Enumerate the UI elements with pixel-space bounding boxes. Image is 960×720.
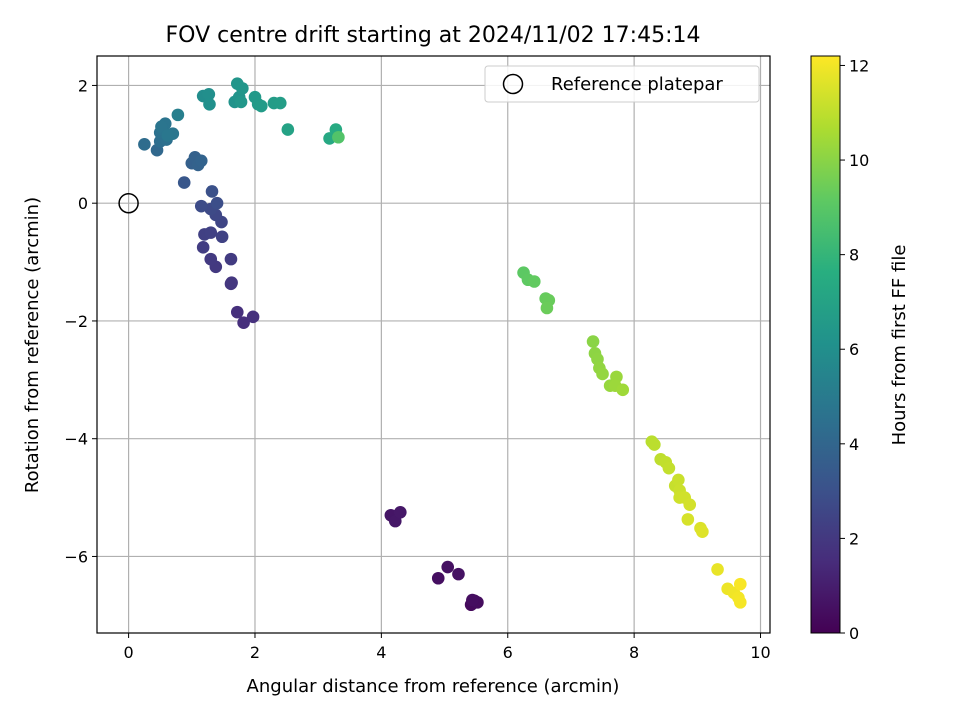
data-point: [662, 461, 676, 475]
data-point: [441, 560, 455, 574]
colorbar-tick-label: 0: [849, 624, 859, 643]
data-point: [155, 120, 168, 133]
data-point: [683, 498, 697, 511]
data-point: [171, 108, 185, 122]
colorbar-tick-label: 12: [849, 56, 869, 75]
reference-marker: [118, 192, 139, 214]
data-point: [237, 316, 250, 330]
colorbar: [810, 55, 841, 634]
data-point: [586, 335, 600, 348]
data-point: [204, 226, 218, 239]
data-point: [255, 99, 268, 113]
data-point: [733, 577, 747, 591]
data-point: [246, 310, 260, 324]
data-point: [204, 252, 218, 266]
y-tick-label: 0: [78, 194, 88, 213]
colorbar-ticks: 0 2 4 6 8 10 12: [840, 56, 869, 643]
data-point: [138, 138, 151, 151]
data-point: [177, 176, 191, 189]
data-point: [203, 97, 216, 111]
data-point: [711, 563, 724, 576]
data-point: [194, 199, 208, 213]
x-tick-label: 4: [376, 643, 386, 662]
colorbar-label: Hours from first FF file: [889, 245, 910, 446]
data-point: [273, 96, 287, 110]
data-point: [672, 473, 685, 487]
data-point: [394, 506, 407, 519]
data-point: [466, 593, 479, 607]
x-tick-label: 0: [124, 643, 134, 662]
plot-frame: [96, 55, 771, 634]
data-point: [196, 241, 210, 254]
data-point: [161, 129, 175, 142]
y-tick-label: −4: [64, 430, 88, 449]
legend: Reference platepar: [484, 65, 760, 103]
data-point: [194, 154, 208, 168]
data-point: [205, 185, 219, 198]
y-tick-label: −2: [64, 312, 88, 331]
data-point: [332, 130, 345, 144]
data-point: [215, 230, 229, 244]
x-axis-label: Angular distance from reference (arcmin): [247, 676, 620, 697]
colorbar-tick-label: 6: [849, 340, 859, 359]
y-tick-label: −6: [64, 547, 88, 566]
x-tick-label: 8: [629, 643, 639, 662]
y-tick-label: 2: [78, 76, 88, 95]
data-point: [202, 87, 216, 101]
colorbar-tick-label: 2: [849, 529, 859, 548]
data-points: [138, 77, 747, 612]
reference-point: [118, 192, 139, 214]
data-point: [431, 571, 445, 585]
data-point: [616, 383, 630, 397]
x-tick-label: 2: [250, 643, 260, 662]
data-point: [452, 567, 465, 581]
data-point: [281, 123, 295, 136]
x-tick-label: 6: [503, 643, 513, 662]
data-point: [230, 305, 244, 319]
grid-lines: [97, 56, 770, 633]
data-point: [733, 596, 747, 609]
data-point: [236, 82, 249, 95]
legend-label: Reference platepar: [551, 74, 723, 95]
y-axis-ticks: −6 −4 −2 0 2: [64, 76, 97, 566]
data-point: [234, 95, 248, 109]
colorbar-tick-label: 4: [849, 435, 859, 454]
colorbar-tick-label: 10: [849, 151, 869, 170]
data-point: [527, 275, 541, 288]
data-point: [540, 301, 554, 315]
y-axis-label: Rotation from reference (arcmin): [22, 197, 43, 493]
data-point: [648, 438, 661, 451]
legend-box: [484, 65, 760, 103]
data-point: [681, 513, 695, 526]
data-point: [596, 367, 609, 381]
colorbar-tick-label: 8: [849, 246, 859, 265]
legend-marker-icon: [502, 73, 524, 95]
x-axis-ticks: 0 2 4 6 8 10: [124, 633, 771, 662]
data-point: [224, 252, 238, 266]
data-point: [696, 525, 709, 539]
data-point: [210, 196, 224, 210]
data-point: [225, 276, 238, 289]
x-tick-label: 10: [750, 643, 770, 662]
chart-title: FOV centre drift starting at 2024/11/02 …: [166, 23, 701, 48]
